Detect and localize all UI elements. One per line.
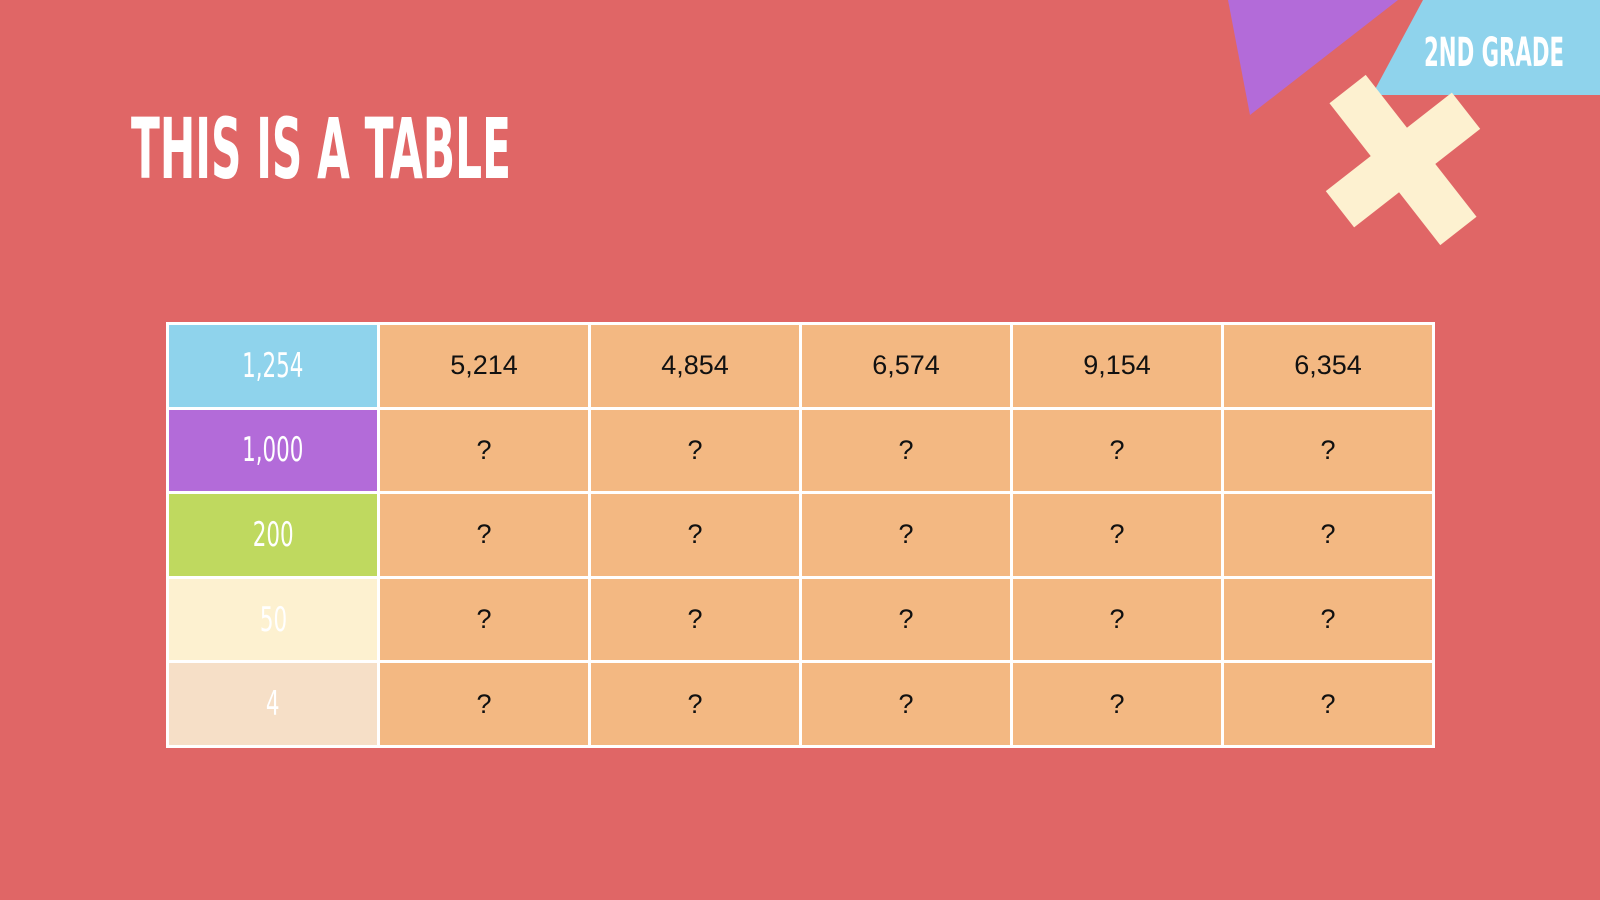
row-label: 4 xyxy=(266,684,280,725)
table-cell: ? xyxy=(1221,660,1435,748)
table-cell: ? xyxy=(1221,491,1435,579)
row-label: 50 xyxy=(259,599,287,640)
table-cell: ? xyxy=(377,575,591,664)
row-label-cell: 1,000 xyxy=(166,406,380,495)
purple-triangle xyxy=(1228,0,1398,115)
title: THIS IS A TABLE xyxy=(131,100,511,198)
table-body: 1,254 5,214 4,854 6,574 9,154 6,354 1,000?????… xyxy=(166,322,1435,748)
table-cell: ? xyxy=(1221,575,1435,664)
table-cell: ? xyxy=(799,406,1013,495)
table-cell: 6,354 xyxy=(1221,322,1435,410)
table-cell: ? xyxy=(377,660,591,748)
table-row: 50????? xyxy=(166,575,1435,664)
row-label: 200 xyxy=(252,514,294,555)
table-cell: 5,214 xyxy=(377,322,591,410)
table-cell: ? xyxy=(799,660,1013,748)
table-cell: ? xyxy=(1221,406,1435,495)
table-cell: 4,854 xyxy=(588,322,802,410)
table-cell: ? xyxy=(377,406,591,495)
row-label-cell: 50 xyxy=(166,575,380,664)
table-cell: ? xyxy=(1010,491,1224,579)
row-label-cell: 1,254 xyxy=(166,322,380,410)
cross xyxy=(1325,74,1481,246)
cross-bar xyxy=(1325,92,1481,228)
row-label: 1,000 xyxy=(242,430,304,471)
table-cell: ? xyxy=(588,575,802,664)
table-cell: ? xyxy=(588,406,802,495)
table-cell: ? xyxy=(799,575,1013,664)
table-cell: ? xyxy=(1010,575,1224,664)
table-row: 4????? xyxy=(166,660,1435,748)
badge-shape xyxy=(1372,0,1600,95)
table-cell: 9,154 xyxy=(1010,322,1224,410)
row-label: 1,254 xyxy=(242,345,304,386)
row-label-cell: 4 xyxy=(166,660,380,748)
table-cell: ? xyxy=(377,491,591,579)
table-cell: 6,574 xyxy=(799,322,1013,410)
table-cell: ? xyxy=(1010,406,1224,495)
table-cell: ? xyxy=(588,660,802,748)
table-row: 1,000????? xyxy=(166,406,1435,495)
data-table: 1,254 5,214 4,854 6,574 9,154 6,354 1,000?????… xyxy=(166,322,1435,748)
row-label-cell: 200 xyxy=(166,491,380,579)
table-cell: ? xyxy=(1010,660,1224,748)
table-row: 1,254 5,214 4,854 6,574 9,154 6,354 xyxy=(166,322,1435,410)
table-cell: ? xyxy=(588,491,802,579)
badge-text: 2ND GRADE xyxy=(1424,30,1564,76)
table-row: 200????? xyxy=(166,491,1435,579)
table-cell: ? xyxy=(799,491,1013,579)
